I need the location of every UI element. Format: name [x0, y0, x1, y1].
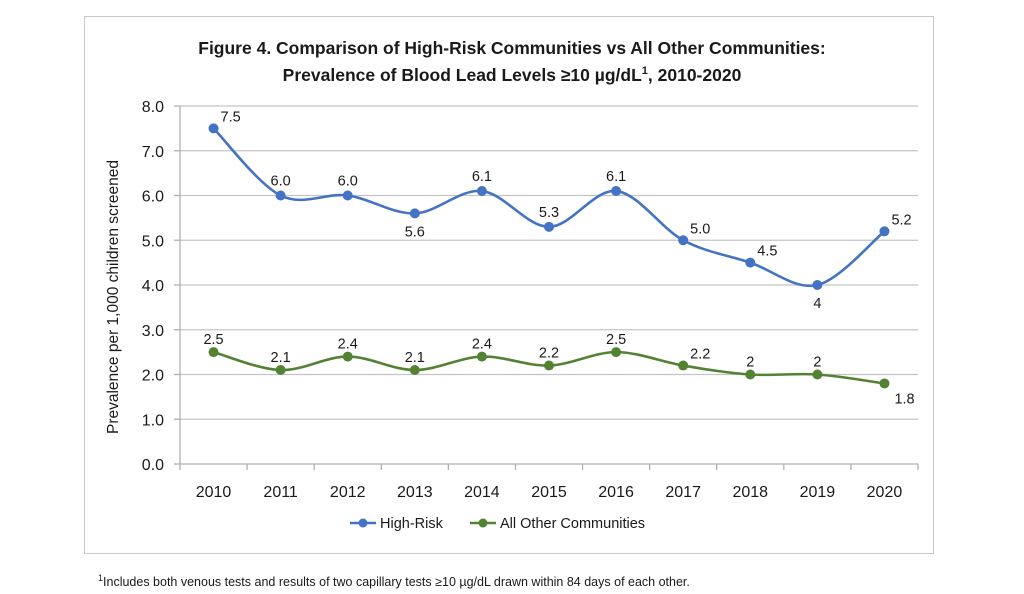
data-point: [208, 347, 219, 358]
x-tick-labels: 2010 2011 2012 2013 2014 2015 2016 2017 2018 2019…: [196, 484, 903, 501]
x-tick-label: 2014: [464, 484, 500, 501]
data-label: 6.0: [271, 174, 291, 190]
data-label: 2.4: [338, 337, 358, 353]
data-point: [544, 360, 554, 371]
legend-item-high-risk: High-Risk: [350, 516, 444, 532]
data-label: 5.6: [405, 224, 425, 240]
series-all-other-communities: 2.5 2.1 2.4 2.1 2.4 2.2 2.5 2.2 2 2 1.8: [203, 332, 914, 407]
y-tick-label: 6.0: [142, 189, 164, 206]
gridlines: [180, 105, 918, 420]
data-point: [678, 360, 689, 371]
data-label: 2.2: [539, 346, 559, 362]
y-tick-label: 2.0: [142, 368, 164, 385]
data-point: [342, 190, 353, 201]
data-label: 2.4: [472, 337, 492, 353]
y-tick-labels: 0.0 1.0 2.0 3.0 4.0 5.0 6.0 7.0 8.0: [142, 99, 164, 474]
chart-title-superscript: 1: [642, 65, 648, 77]
data-point: [611, 347, 622, 358]
data-point: [812, 369, 823, 380]
x-tick-label: 2016: [598, 484, 634, 501]
chart-title-line-2: Prevalence of Blood Lead Levels ≥10 µg/d…: [283, 65, 742, 85]
data-label: 2.5: [606, 332, 626, 348]
y-tick-label: 1.0: [142, 412, 164, 429]
data-label: 4.5: [757, 244, 777, 260]
data-label: 6.1: [606, 169, 626, 185]
legend-item-all-other-communities: All Other Communities: [470, 516, 645, 532]
chart-title-line-2-text: Prevalence of Blood Lead Levels ≥10 µg/d…: [283, 65, 642, 85]
y-tick-label: 0.0: [142, 457, 164, 474]
data-label: 1.8: [894, 391, 914, 407]
chart-title-line-1: Figure 4. Comparison of High-Risk Commun…: [198, 38, 825, 58]
data-point: [409, 208, 420, 219]
data-label: 5.2: [891, 212, 911, 228]
data-label: 6.0: [338, 174, 358, 190]
data-label: 7.5: [221, 109, 241, 125]
footnote-text: Includes both venous tests and results o…: [103, 575, 690, 589]
data-point: [275, 190, 286, 201]
data-label: 2.1: [405, 350, 425, 366]
data-point: [476, 186, 487, 197]
legend-marker-icon: [478, 518, 488, 528]
y-tick-label: 8.0: [142, 99, 164, 116]
x-tick-label: 2010: [196, 484, 232, 501]
data-label: 6.1: [472, 169, 492, 185]
data-point: [611, 186, 622, 197]
y-tick-label: 5.0: [142, 233, 164, 250]
data-point: [208, 123, 219, 134]
chart-title-line-2-suffix: , 2010-2020: [648, 65, 742, 85]
x-tick-label: 2015: [531, 484, 567, 501]
series-high-risk: 7.5 6.0 6.0 5.6 6.1 5.3 6.1 5.0 4.5 4 5.2: [208, 109, 912, 312]
footnote-superscript: 1: [98, 573, 103, 583]
y-tick-label: 7.0: [142, 144, 164, 161]
data-label: 2.5: [203, 332, 223, 348]
series: 7.5 6.0 6.0 5.6 6.1 5.3 6.1 5.0 4.5 4 5.2 2.5 2.1 2.4…: [203, 109, 914, 407]
x-tick-label: 2013: [397, 484, 433, 501]
x-tick-label: 2018: [732, 484, 768, 501]
legend: High-Risk All Other Communities: [350, 516, 645, 532]
x-tick-label: 2012: [330, 484, 366, 501]
data-point: [879, 378, 890, 389]
x-tick-label: 2011: [263, 484, 298, 501]
data-point: [745, 257, 756, 268]
axes: [174, 105, 919, 470]
x-tick-label: 2019: [800, 484, 836, 501]
data-point: [544, 221, 554, 232]
y-axis-label: Prevalence per 1,000 children screened: [105, 160, 122, 434]
data-label: 5.3: [539, 205, 559, 221]
data-label: 2: [746, 355, 754, 371]
data-label: 5.0: [690, 221, 710, 237]
data-point: [342, 351, 353, 362]
y-tick-label: 4.0: [142, 278, 164, 295]
x-tick-label: 2017: [665, 484, 701, 501]
legend-label: High-Risk: [380, 516, 444, 532]
data-point: [476, 351, 487, 362]
data-label: 4: [813, 296, 821, 312]
data-point: [678, 235, 689, 246]
legend-label: All Other Communities: [500, 516, 645, 532]
footnote: 1Includes both venous tests and results …: [98, 573, 690, 589]
x-tick-label: 2020: [867, 484, 903, 501]
data-label: 2.2: [690, 347, 710, 363]
legend-marker-icon: [358, 518, 368, 528]
data-point: [409, 365, 420, 376]
y-tick-label: 3.0: [142, 323, 164, 340]
data-point: [745, 369, 756, 380]
data-label: 2: [813, 355, 821, 371]
data-point: [879, 226, 890, 237]
data-point: [275, 365, 286, 376]
data-point: [812, 280, 823, 290]
data-label: 2.1: [271, 350, 291, 366]
